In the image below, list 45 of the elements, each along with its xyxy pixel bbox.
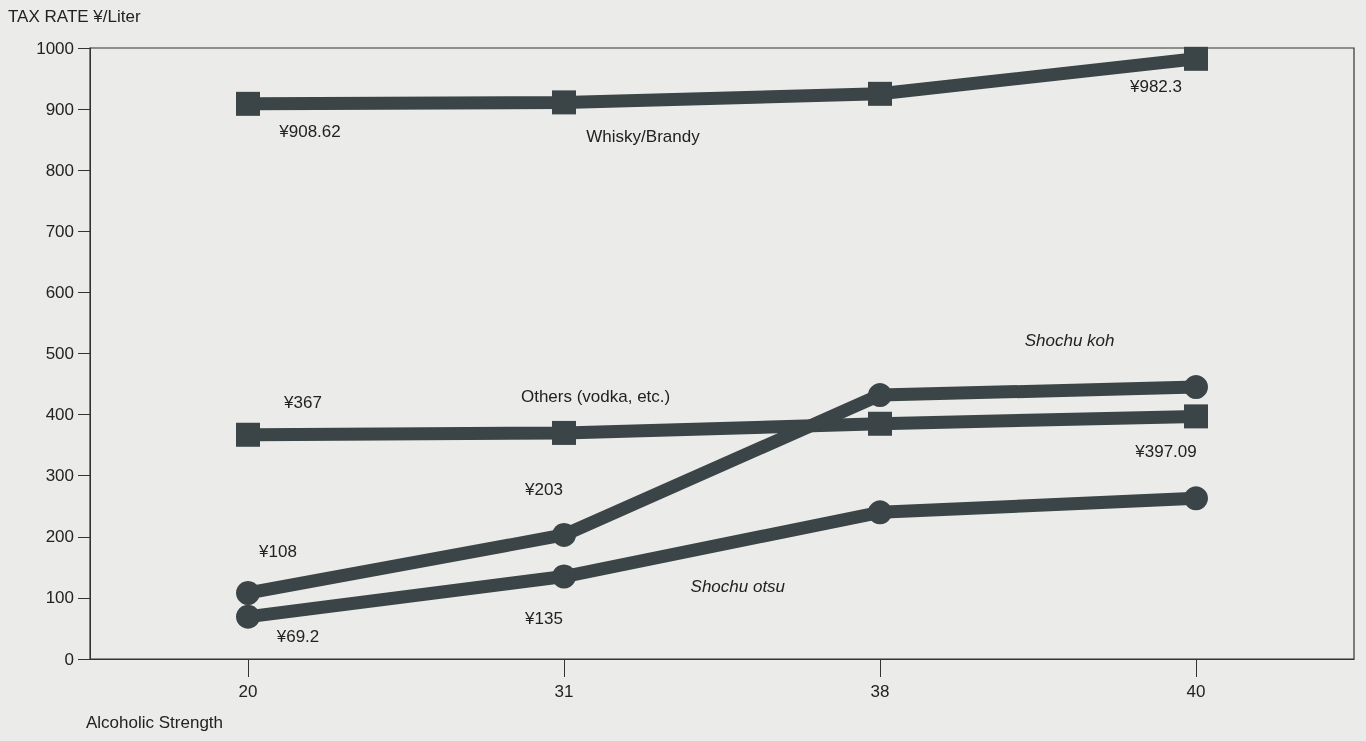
y-tick-label: 400 [45,405,74,425]
y-axis-title: TAX RATE ¥/Liter [8,7,141,26]
x-tick-label: 40 [1186,682,1206,701]
x-axis-title: Alcoholic Strength [86,713,224,732]
x-tick-label: 38 [870,682,890,701]
text: Shochu koh [1024,330,1115,350]
point [236,91,260,116]
y-tick-label: 1000 [36,38,74,58]
y-tick-label: 600 [45,282,74,302]
x-tick-label: 31 [554,682,574,701]
data-label: ¥69.2 [275,627,320,647]
point [552,90,576,115]
series-label: Whisky/Brandy [586,126,701,146]
point [236,604,260,629]
series-label: Shochu otsu [690,576,786,596]
y-tick-label: 0 [64,649,74,669]
data-label: ¥108 [258,541,297,561]
y-tick-label: 900 [45,99,74,119]
data-label: ¥908.62 [278,122,341,142]
y-tick-label: 100 [45,588,74,608]
point [552,522,576,547]
data-label: ¥982.3 [1129,77,1182,97]
series-label: Others (vodka, etc.) [520,386,671,406]
point [1184,404,1208,429]
point [552,564,576,589]
y-tick-label: 800 [45,160,74,180]
y-tick-label: 500 [45,344,74,363]
point [868,383,892,408]
x-tick-label: 20 [238,682,258,701]
data-label: ¥203 [524,480,563,500]
point [868,411,892,436]
point [236,422,260,447]
data-label: ¥367 [283,393,322,413]
point [1184,46,1208,71]
data-label: ¥397.09 [1134,441,1197,461]
point [1184,486,1208,511]
y-tick-label: 700 [45,221,74,241]
point [236,581,260,606]
point [552,420,576,445]
point [868,81,892,106]
data-label: ¥135 [524,609,563,629]
point [1184,375,1208,400]
y-tick-label: 300 [45,466,74,486]
point [868,500,892,525]
y-tick-label: 200 [45,527,74,547]
